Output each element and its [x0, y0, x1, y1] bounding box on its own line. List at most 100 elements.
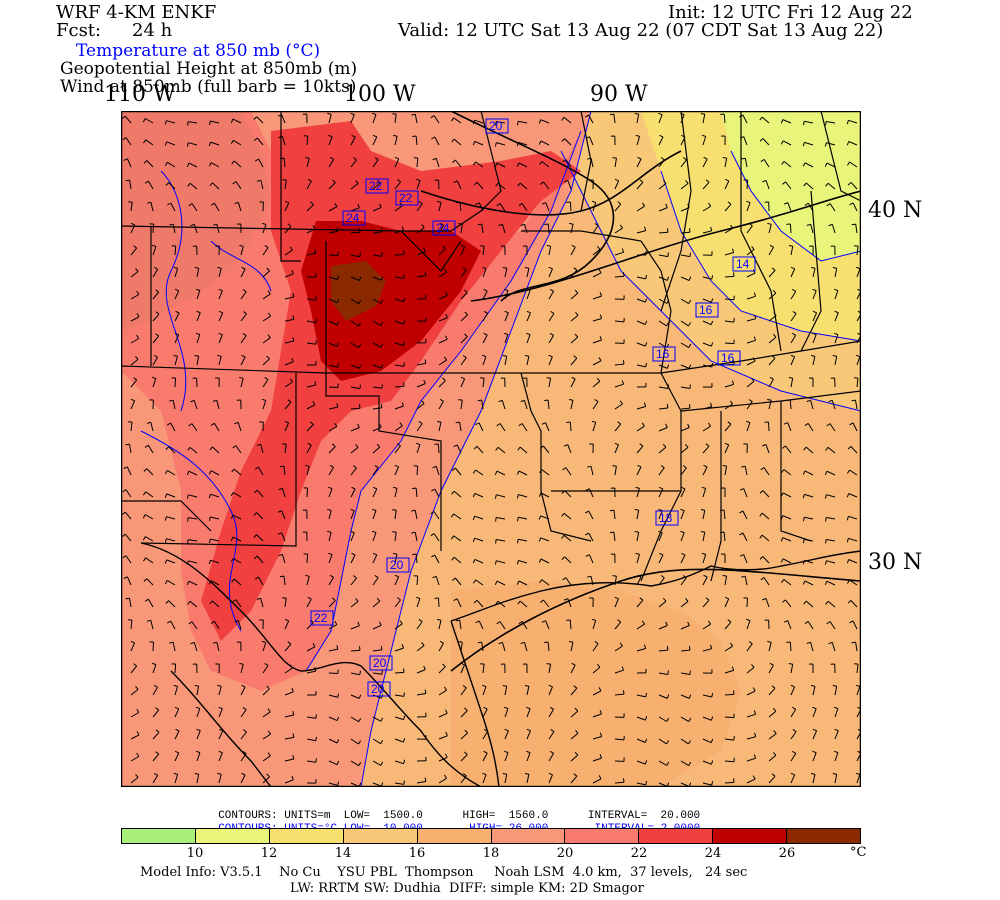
wind-barb-flag [548, 772, 553, 776]
wind-barb [521, 203, 528, 212]
wind-barb [564, 556, 572, 564]
wind-barb-flag [151, 662, 157, 665]
wind-barb [614, 275, 625, 278]
wind-barb [658, 532, 663, 542]
wind-barb-flag [846, 120, 849, 125]
wind-barb [789, 223, 792, 234]
wind-barb-flag [772, 707, 777, 712]
wind-barb [218, 312, 224, 322]
wind-barb [256, 489, 264, 498]
wind-barb-flag [254, 466, 259, 470]
wind-barb [284, 444, 287, 454]
wind-barb [235, 599, 242, 608]
wind-barb [328, 159, 335, 168]
wind-barb-flag [292, 733, 295, 738]
wind-barb [260, 444, 264, 454]
wind-barb-flag [517, 182, 521, 187]
wind-barb-flag [482, 684, 487, 687]
wind-barb-flag [660, 575, 665, 579]
wind-barb [636, 298, 646, 303]
wind-barb-flag [549, 288, 554, 292]
wind-barb [636, 488, 640, 498]
wind-barb [542, 445, 550, 454]
wind-barb [783, 579, 792, 586]
wind-barb-flag [772, 289, 777, 294]
wind-barb [240, 291, 247, 300]
wind-barb [702, 510, 706, 520]
wind-barb-flag [418, 201, 423, 205]
wind-barb [570, 224, 574, 234]
wind-barb [218, 334, 223, 344]
wind-barb [497, 600, 506, 608]
wind-barb-flag [688, 646, 691, 651]
wind-barb [658, 183, 667, 190]
wind-barb [768, 292, 777, 300]
wind-barb-flag [539, 469, 543, 474]
wind-barb [168, 600, 176, 608]
wind-barb [592, 757, 602, 762]
wind-barb-flag [574, 289, 579, 294]
wind-barb-flag [783, 620, 788, 623]
wind-barb-flag [689, 228, 691, 233]
wind-barb-flag [453, 180, 458, 184]
wind-barb-flag [504, 288, 509, 291]
wind-barb [570, 775, 578, 784]
wind-barb-flag [125, 597, 130, 600]
wind-barb-flag [731, 666, 735, 671]
wind-barb [724, 423, 732, 432]
wind-barb [284, 340, 294, 344]
wind-barb-flag [849, 422, 854, 426]
wind-barb [306, 622, 314, 630]
wind-barb-flag [483, 310, 488, 314]
wind-barb [702, 576, 708, 586]
wind-barb-flag [241, 266, 246, 270]
wind-barb [350, 231, 361, 234]
wind-barb [848, 515, 858, 520]
wind-barb-flag [498, 399, 503, 403]
wind-barb [680, 716, 690, 723]
wind-barb-flag [358, 717, 362, 722]
wind-barb [564, 138, 572, 146]
wind-barb [526, 290, 531, 300]
wind-barb-flag [187, 121, 189, 126]
wind-barb [433, 115, 440, 124]
wind-barb [281, 488, 286, 498]
wind-barb [328, 532, 332, 542]
wind-barb [416, 575, 419, 586]
wind-barb-flag [517, 121, 519, 126]
wind-barb-flag [494, 142, 497, 147]
wind-barb-flag [144, 598, 149, 602]
wind-barb [350, 136, 356, 146]
wind-barb-flag [394, 156, 399, 160]
wind-barb [826, 470, 836, 476]
wind-barb-flag [689, 670, 691, 675]
wind-barb [826, 580, 836, 586]
wind-barb-flag [483, 750, 488, 754]
wind-barb-flag [241, 684, 246, 688]
wind-barb-flag [359, 646, 361, 651]
wind-barb [783, 469, 792, 476]
wind-barb [306, 738, 316, 742]
wind-barb-flag [315, 714, 317, 719]
wind-barb [482, 313, 489, 322]
wind-barb [350, 716, 359, 723]
wind-barb-flag [230, 558, 234, 563]
contour-label: 20 [373, 656, 387, 670]
wind-barb-flag [681, 486, 686, 490]
wind-barb [547, 399, 550, 410]
wind-barb-flag [239, 662, 244, 665]
wind-barb [394, 576, 400, 586]
wind-barb-flag [280, 157, 285, 160]
wind-barb [414, 532, 418, 542]
wind-barb [826, 142, 836, 146]
wind-barb-flag [502, 355, 507, 357]
wind-barb [474, 537, 484, 542]
wind-barb-flag [659, 486, 664, 490]
wind-barb [680, 510, 685, 520]
wind-barb [592, 295, 602, 300]
wind-barb-flag [584, 510, 589, 514]
wind-barb-flag [431, 488, 436, 492]
wind-barb-flag [665, 621, 668, 626]
wind-barb-flag [458, 399, 463, 401]
color-bar-tick-label: 26 [778, 846, 796, 861]
